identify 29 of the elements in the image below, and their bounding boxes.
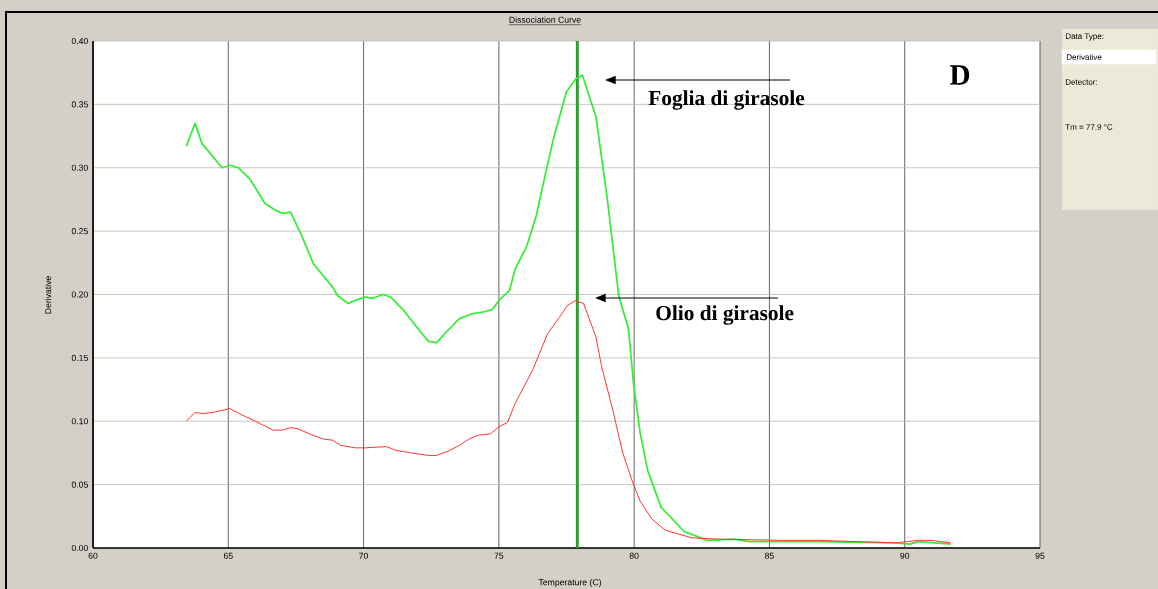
x-tick-label: 80 — [629, 552, 639, 559]
y-tick-label: 0.20 — [71, 291, 88, 298]
annotation: Foglia di girasole — [648, 90, 805, 110]
x-tick-label: 70 — [359, 552, 369, 559]
x-tick-label: 85 — [764, 552, 774, 559]
y-tick-label: 0.25 — [71, 228, 88, 235]
x-tick-label: 95 — [1035, 552, 1045, 559]
y-tick-label: 0.05 — [71, 481, 88, 488]
text: Detector: — [1065, 79, 1097, 85]
text: Tm = 77.9 °C — [1065, 124, 1113, 130]
line-series — [185, 300, 952, 544]
y-tick-label: 0.00 — [71, 544, 88, 552]
x-axis-title: Temperature (C) — [538, 578, 601, 588]
x-tick-label: 90 — [900, 552, 910, 559]
y-tick-label: 0.35 — [71, 101, 88, 108]
chart-title: Dissociation Curve — [509, 16, 581, 23]
y-axis-title: Derivative — [44, 276, 52, 314]
x-tick-label: 65 — [223, 552, 233, 559]
y-tick-label: 0.15 — [71, 354, 88, 361]
y-tick-label: 0.10 — [71, 418, 88, 425]
y-tick-label: 0.30 — [71, 164, 88, 171]
annotation: D — [949, 65, 970, 85]
y-tick-label: 0.40 — [71, 37, 88, 45]
x-tick-label: 60 — [88, 552, 98, 559]
line-series — [185, 74, 952, 546]
x-tick-label: 75 — [494, 552, 504, 559]
annotation: Olio di girasole — [656, 305, 794, 325]
text: Derivative — [1066, 54, 1102, 60]
text: Data Type: — [1065, 33, 1104, 41]
